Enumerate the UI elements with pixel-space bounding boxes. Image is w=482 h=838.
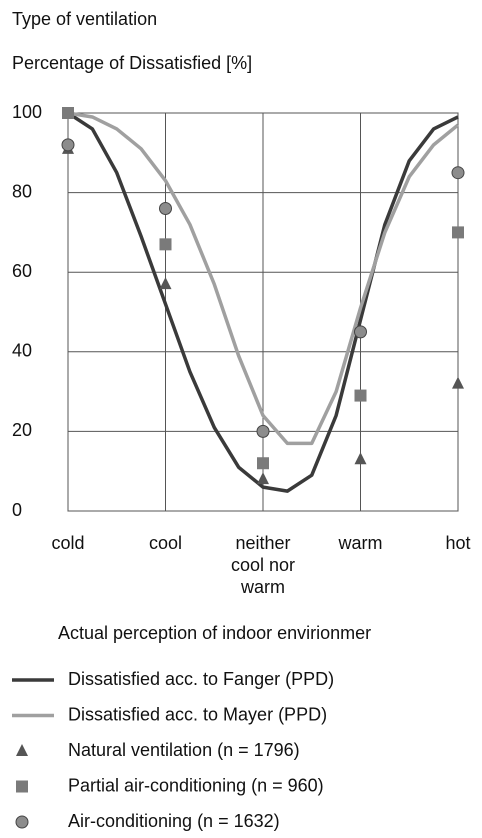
marker — [354, 325, 367, 339]
x-tick-label: warm — [338, 533, 383, 553]
chart-title: Type of ventilation — [12, 9, 157, 29]
marker — [257, 472, 269, 485]
x-tick-label: cool — [148, 533, 183, 553]
marker — [159, 277, 172, 290]
marker — [159, 202, 172, 216]
marker — [354, 452, 367, 465]
legend-label: Dissatisfied acc. to Fanger (PPD) — [68, 669, 334, 689]
marker — [452, 226, 464, 239]
x-tick-label: neither cool nor warm — [230, 533, 296, 597]
legend-swatch — [16, 780, 28, 793]
legend-label: Dissatisfied acc. to Mayer (PPD) — [68, 704, 327, 724]
legend-label: Air-conditioning (n = 1632) — [68, 811, 280, 831]
legend-swatch — [15, 815, 29, 829]
x-tick-label: cold — [51, 533, 85, 553]
curve — [67, 111, 459, 493]
y-tick-label: 40 — [12, 341, 32, 361]
y-tick-label: 80 — [12, 181, 32, 201]
marker — [256, 424, 270, 438]
y-tick-label: 100 — [12, 102, 42, 122]
marker — [159, 238, 172, 251]
legend-label: Partial air-conditioning (n = 960) — [68, 775, 324, 795]
y-tick-label: 60 — [12, 261, 32, 281]
marker — [62, 107, 74, 119]
marker — [451, 166, 465, 180]
marker — [452, 376, 464, 389]
legend-label: Natural ventilation (n = 1796) — [68, 740, 300, 760]
chart-subtitle: Percentage of Dissatisfied [%] — [12, 53, 252, 73]
y-tick-label: 0 — [12, 500, 22, 520]
marker — [257, 457, 269, 470]
x-tick-label: hot — [445, 533, 471, 553]
x-axis-label: Actual perception of indoor envirionmer — [58, 623, 371, 643]
legend-swatch — [16, 744, 28, 756]
marker — [61, 138, 75, 152]
marker — [354, 389, 367, 402]
curve — [67, 111, 460, 446]
y-tick-label: 20 — [12, 420, 32, 440]
